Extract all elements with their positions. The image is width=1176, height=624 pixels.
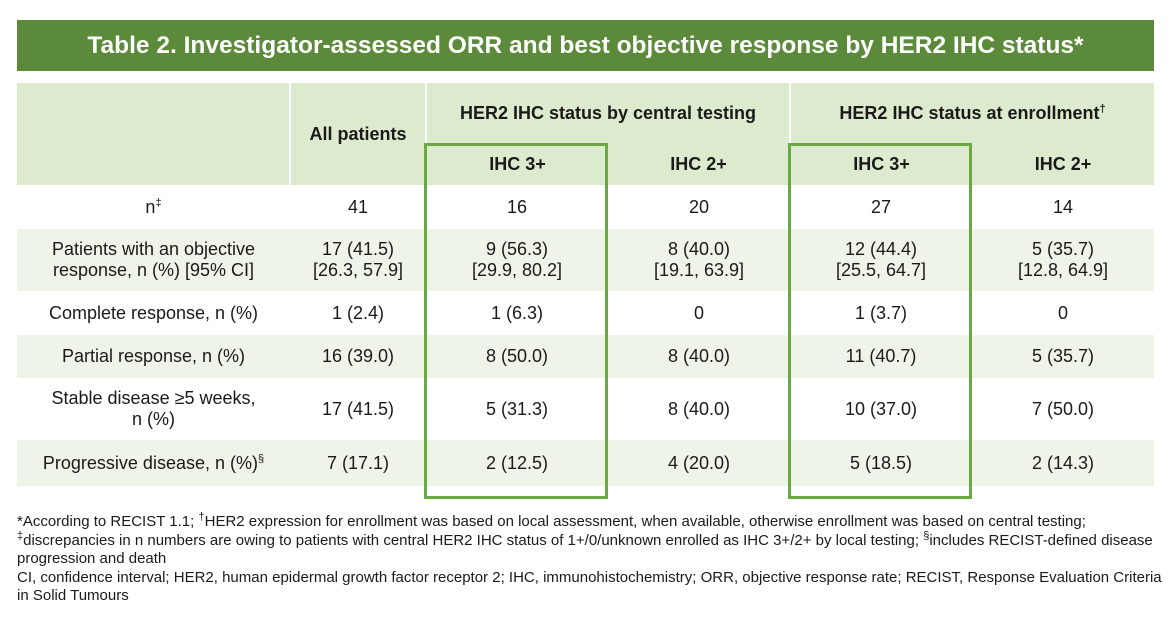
header-enroll-ihc3: IHC 3+ <box>790 143 973 185</box>
cell-all: 7 (17.1) <box>290 440 426 486</box>
row-label: Patients with an objective response, n (%… <box>17 229 290 291</box>
results-table: All patients HER2 IHC status by central … <box>17 83 1155 486</box>
cell-enroll-ihc3: 5 (18.5) <box>790 440 973 486</box>
row-label: Progressive disease, n (%)§ <box>17 440 290 486</box>
table-row-partial-response: Partial response, n (%) 16 (39.0) 8 (50.… <box>17 335 1155 378</box>
header-enroll-ihc2: IHC 2+ <box>972 143 1155 185</box>
cell-central-ihc3: 1 (6.3) <box>426 291 608 335</box>
row-label: Partial response, n (%) <box>17 335 290 378</box>
header-row-groups: All patients HER2 IHC status by central … <box>17 83 1155 185</box>
cell-central-ihc2: 8 (40.0) <box>608 378 791 440</box>
row-label: Complete response, n (%) <box>17 291 290 335</box>
cell-enroll-ihc3: 10 (37.0) <box>790 378 973 440</box>
cell-all: 17 (41.5) <box>290 378 426 440</box>
footnotes: *According to RECIST 1.1; †HER2 expressi… <box>17 511 1162 606</box>
cell-all: 41 <box>290 185 426 229</box>
cell-enroll-ihc3: 11 (40.7) <box>790 335 973 378</box>
cell-central-ihc3: 16 <box>426 185 608 229</box>
cell-all: 1 (2.4) <box>290 291 426 335</box>
cell-central-ihc3: 8 (50.0) <box>426 335 608 378</box>
cell-all: 16 (39.0) <box>290 335 426 378</box>
cell-central-ihc2: 20 <box>608 185 791 229</box>
cell-central-ihc3: 9 (56.3) [29.9, 80.2] <box>426 229 608 291</box>
cell-enroll-ihc2: 14 <box>972 185 1155 229</box>
cell-enroll-ihc3: 1 (3.7) <box>790 291 973 335</box>
header-empty-cell <box>17 83 291 185</box>
cell-all: 17 (41.5) [26.3, 57.9] <box>290 229 426 291</box>
cell-central-ihc2: 8 (40.0) <box>608 335 791 378</box>
cell-enroll-ihc3: 27 <box>790 185 973 229</box>
table-row-stable-disease: Stable disease ≥5 weeks, n (%) 17 (41.5) … <box>17 378 1155 440</box>
cell-enroll-ihc3: 12 (44.4) [25.5, 64.7] <box>790 229 973 291</box>
cell-enroll-ihc2: 0 <box>972 291 1155 335</box>
footnote-abbreviations: CI, confidence interval; HER2, human epi… <box>17 568 1162 605</box>
cell-enroll-ihc2: 2 (14.3) <box>972 440 1155 486</box>
table-title: Table 2. Investigator-assessed ORR and b… <box>17 20 1154 71</box>
table-row-complete-response: Complete response, n (%) 1 (2.4) 1 (6.3)… <box>17 291 1155 335</box>
cell-enroll-ihc2: 7 (50.0) <box>972 378 1155 440</box>
cell-central-ihc3: 5 (31.3) <box>426 378 608 440</box>
cell-central-ihc3: 2 (12.5) <box>426 440 608 486</box>
table-row-n: n‡ 41 16 20 27 14 <box>17 185 1155 229</box>
header-central-ihc3: IHC 3+ <box>426 143 608 185</box>
header-group-enrollment: HER2 IHC status at enrollment† <box>790 83 1155 143</box>
footnote-abbrev-notes: *According to RECIST 1.1; †HER2 expressi… <box>17 511 1153 568</box>
table-row-objective-response: Patients with an objective response, n (%… <box>17 229 1155 291</box>
cell-enroll-ihc2: 5 (35.7) [12.8, 64.9] <box>972 229 1155 291</box>
table-row-progressive-disease: Progressive disease, n (%)§ 7 (17.1) 2 (… <box>17 440 1155 486</box>
cell-central-ihc2: 0 <box>608 291 791 335</box>
header-row-ihc: IHC 3+ IHC 2+ IHC 3+ IHC 2+ <box>17 143 1155 185</box>
row-label: Stable disease ≥5 weeks, n (%) <box>17 378 290 440</box>
header-all-patients: All patients <box>290 83 427 185</box>
header-group-central: HER2 IHC status by central testing <box>426 83 792 143</box>
header-central-ihc2: IHC 2+ <box>608 143 792 185</box>
row-label: n‡ <box>17 185 290 229</box>
cell-central-ihc2: 8 (40.0) [19.1, 63.9] <box>608 229 791 291</box>
cell-enroll-ihc2: 5 (35.7) <box>972 335 1155 378</box>
cell-central-ihc2: 4 (20.0) <box>608 440 791 486</box>
